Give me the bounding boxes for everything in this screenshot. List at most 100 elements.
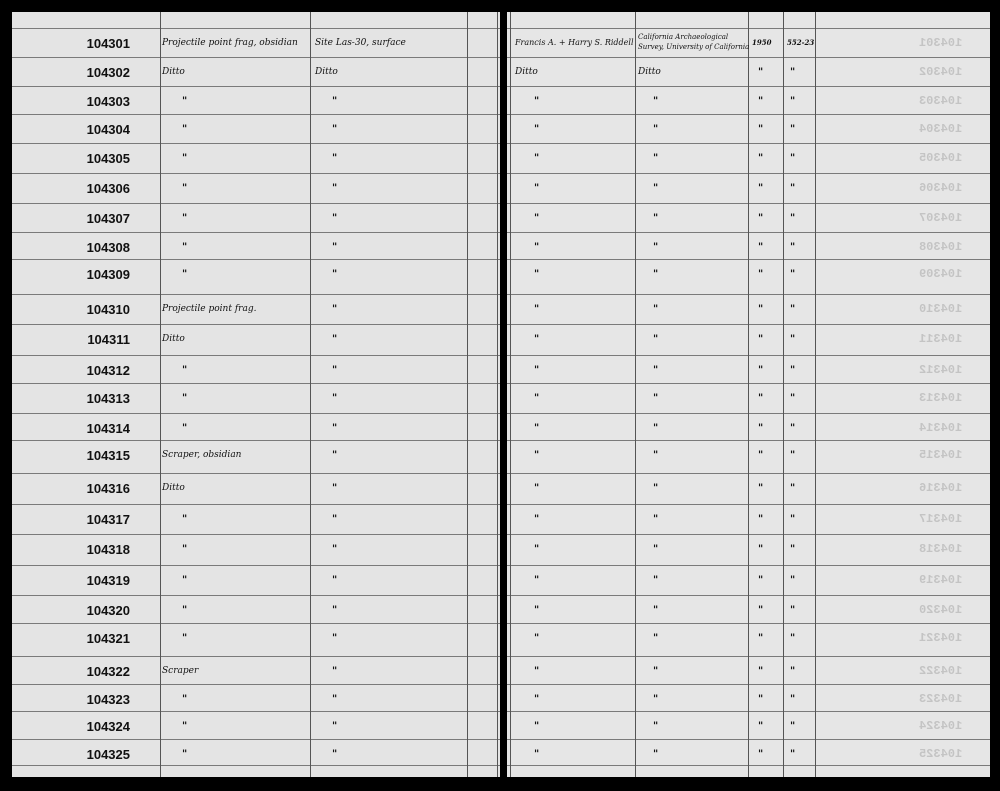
- collector: ": [534, 96, 540, 107]
- year: ": [758, 334, 764, 345]
- description: ": [182, 96, 188, 107]
- donor: Ditto: [638, 67, 661, 77]
- catalog-number: 104309: [86, 267, 130, 282]
- bleed-through-number: 104315: [918, 448, 962, 462]
- locality: ": [332, 575, 338, 586]
- year: ": [758, 633, 764, 644]
- column-rule: [310, 12, 311, 777]
- donor: ": [653, 749, 659, 760]
- bleed-through-number: 104322: [918, 664, 962, 678]
- table-row: 104302 Ditto Ditto: [12, 57, 500, 86]
- table-row: 104306 " ": [12, 173, 500, 202]
- table-row: 104316 Ditto ": [12, 473, 500, 502]
- accession: ": [790, 242, 796, 253]
- year: ": [758, 67, 764, 78]
- description: ": [182, 721, 188, 732]
- ruled-line: [12, 203, 500, 204]
- locality: ": [332, 334, 338, 345]
- locality: ": [332, 633, 338, 644]
- locality: ": [332, 544, 338, 555]
- year: 1950: [752, 38, 772, 47]
- collector: Ditto: [515, 67, 538, 77]
- locality: ": [332, 721, 338, 732]
- locality: ": [332, 304, 338, 315]
- table-row: 104310 Projectile point frag. ": [12, 294, 500, 323]
- table-row: " " " " 104323: [507, 684, 990, 713]
- ruled-line: [12, 114, 500, 115]
- year: ": [758, 213, 764, 224]
- table-row: 104304 " ": [12, 114, 500, 143]
- collector: ": [534, 514, 540, 525]
- catalog-number: 104325: [86, 747, 130, 762]
- donor: ": [653, 365, 659, 376]
- year: ": [758, 242, 764, 253]
- donor: ": [653, 450, 659, 461]
- accession: ": [790, 483, 796, 494]
- collector: ": [534, 721, 540, 732]
- ruled-line: [12, 413, 500, 414]
- donor: California Archaeological Survey, Univer…: [638, 33, 750, 51]
- locality: Ditto: [315, 67, 338, 77]
- catalog-number: 104308: [86, 240, 130, 255]
- collector: ": [534, 666, 540, 677]
- donor: ": [653, 96, 659, 107]
- accession: ": [790, 365, 796, 376]
- accession: ": [790, 213, 796, 224]
- ruled-line: [12, 711, 500, 712]
- description: ": [182, 242, 188, 253]
- bleed-through-number: 104305: [918, 151, 962, 165]
- collector: Francis A. + Harry S. Riddell: [515, 38, 634, 47]
- accession: ": [790, 423, 796, 434]
- table-row: 104313 " ": [12, 383, 500, 412]
- donor: ": [653, 183, 659, 194]
- table-row: " " " " 104308: [507, 232, 990, 261]
- year: ": [758, 183, 764, 194]
- description: ": [182, 153, 188, 164]
- donor: ": [653, 575, 659, 586]
- description: ": [182, 393, 188, 404]
- accession: ": [790, 514, 796, 525]
- accession: ": [790, 721, 796, 732]
- donor: ": [653, 304, 659, 315]
- ruled-line: [12, 324, 500, 325]
- collector: ": [534, 242, 540, 253]
- description: ": [182, 575, 188, 586]
- year: ": [758, 423, 764, 434]
- donor: ": [653, 666, 659, 677]
- accession: 552-23: [787, 38, 815, 47]
- collector: ": [534, 544, 540, 555]
- description: ": [182, 183, 188, 194]
- description: Ditto: [162, 483, 185, 493]
- bleed-through-number: 104321: [918, 631, 962, 645]
- donor: ": [653, 393, 659, 404]
- year: ": [758, 544, 764, 555]
- description: ": [182, 213, 188, 224]
- bleed-through-number: 104324: [918, 719, 962, 733]
- locality: ": [332, 749, 338, 760]
- catalog-number: 104316: [86, 481, 130, 496]
- locality: ": [332, 694, 338, 705]
- ruled-line: [12, 28, 500, 29]
- table-row: " " " " 104317: [507, 504, 990, 533]
- locality: ": [332, 666, 338, 677]
- table-row: 104321 " ": [12, 623, 500, 652]
- column-rule: [497, 12, 498, 777]
- collector: ": [534, 749, 540, 760]
- catalog-number: 104315: [86, 448, 130, 463]
- ruled-line: [12, 355, 500, 356]
- year: ": [758, 514, 764, 525]
- catalog-number: 104303: [86, 94, 130, 109]
- collector: ": [534, 393, 540, 404]
- table-row: Ditto Ditto " " 104302: [507, 57, 990, 86]
- bleed-through-number: 104323: [918, 692, 962, 706]
- catalog-number: 104307: [86, 211, 130, 226]
- ledger-right-page: Francis A. + Harry S. Riddell California …: [507, 12, 990, 777]
- ruled-line: [12, 684, 500, 685]
- year: ": [758, 575, 764, 586]
- table-row: 104309 " ": [12, 259, 500, 288]
- description: ": [182, 544, 188, 555]
- description: ": [182, 749, 188, 760]
- locality: ": [332, 124, 338, 135]
- bleed-through-number: 104309: [918, 267, 962, 281]
- ruled-line: [12, 656, 500, 657]
